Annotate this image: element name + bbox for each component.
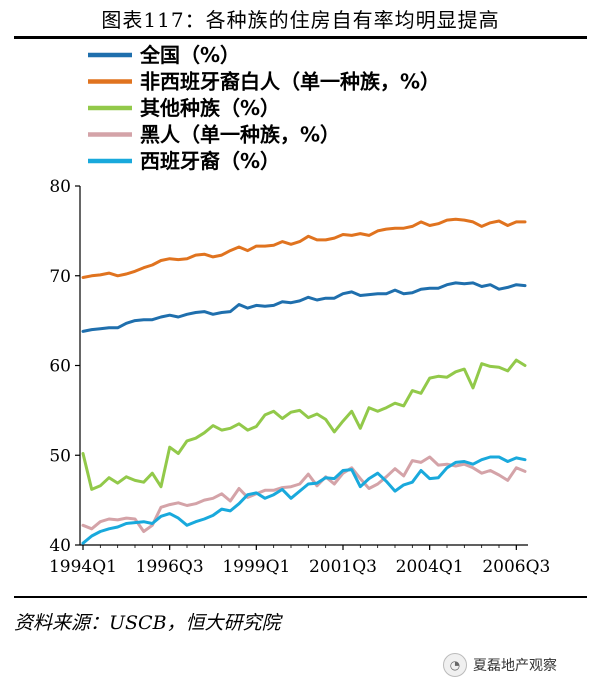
legend-label: 西班牙裔（%） [140, 149, 280, 173]
title-rule [14, 36, 587, 39]
series-line-1 [81, 217, 527, 279]
y-tick-label: 70 [49, 267, 71, 287]
line-chart: 全国（%） 非西班牙裔白人（单一种族，%）其他种族（%） 黑人（单一种族，%）西班牙… [49, 43, 550, 577]
wechat-icon: ◔ [443, 653, 467, 677]
series-line-0 [81, 281, 527, 333]
y-tick-label: 80 [49, 177, 71, 197]
figure-title: 图表117：各种族的住房自有率均明显提高 [101, 8, 500, 32]
series-line-2 [81, 358, 527, 491]
watermark: ◔ 夏磊地产观察 [443, 652, 557, 678]
x-tick-label: 1994Q1 [49, 557, 117, 577]
legend-label: 全国（%） [139, 43, 240, 67]
x-tick-label: 2004Q1 [396, 557, 464, 577]
legend: 全国（%） 非西班牙裔白人（单一种族，%）其他种族（%） 黑人（单一种族，%）西班牙… [88, 43, 440, 173]
watermark-text: 夏磊地产观察 [473, 658, 557, 674]
axes: 40 50 60 70 80 1994Q1 1996Q3 1999Q1 2001Q3 2004Q1… [49, 177, 550, 577]
y-tick-label: 50 [49, 446, 71, 466]
source-note: 资料来源：USCB，恒大研究院 [14, 612, 281, 634]
legend-label: 黑人（单一种族，%） [140, 123, 340, 147]
legend-label: 其他种族（%） [140, 96, 280, 120]
series-line-4 [81, 455, 527, 545]
x-tick-label: 2001Q3 [309, 557, 377, 577]
x-tick-label: 1996Q3 [136, 557, 204, 577]
series-layer [81, 217, 527, 545]
source-rule [14, 596, 587, 598]
series-line-3 [81, 455, 527, 533]
y-tick-label: 60 [49, 357, 71, 377]
legend-label: 非西班牙裔白人（单一种族，%） [140, 70, 440, 94]
y-tick-label: 40 [49, 536, 71, 556]
x-tick-label: 1999Q1 [222, 557, 290, 577]
x-tick-label: 2006Q3 [482, 557, 550, 577]
